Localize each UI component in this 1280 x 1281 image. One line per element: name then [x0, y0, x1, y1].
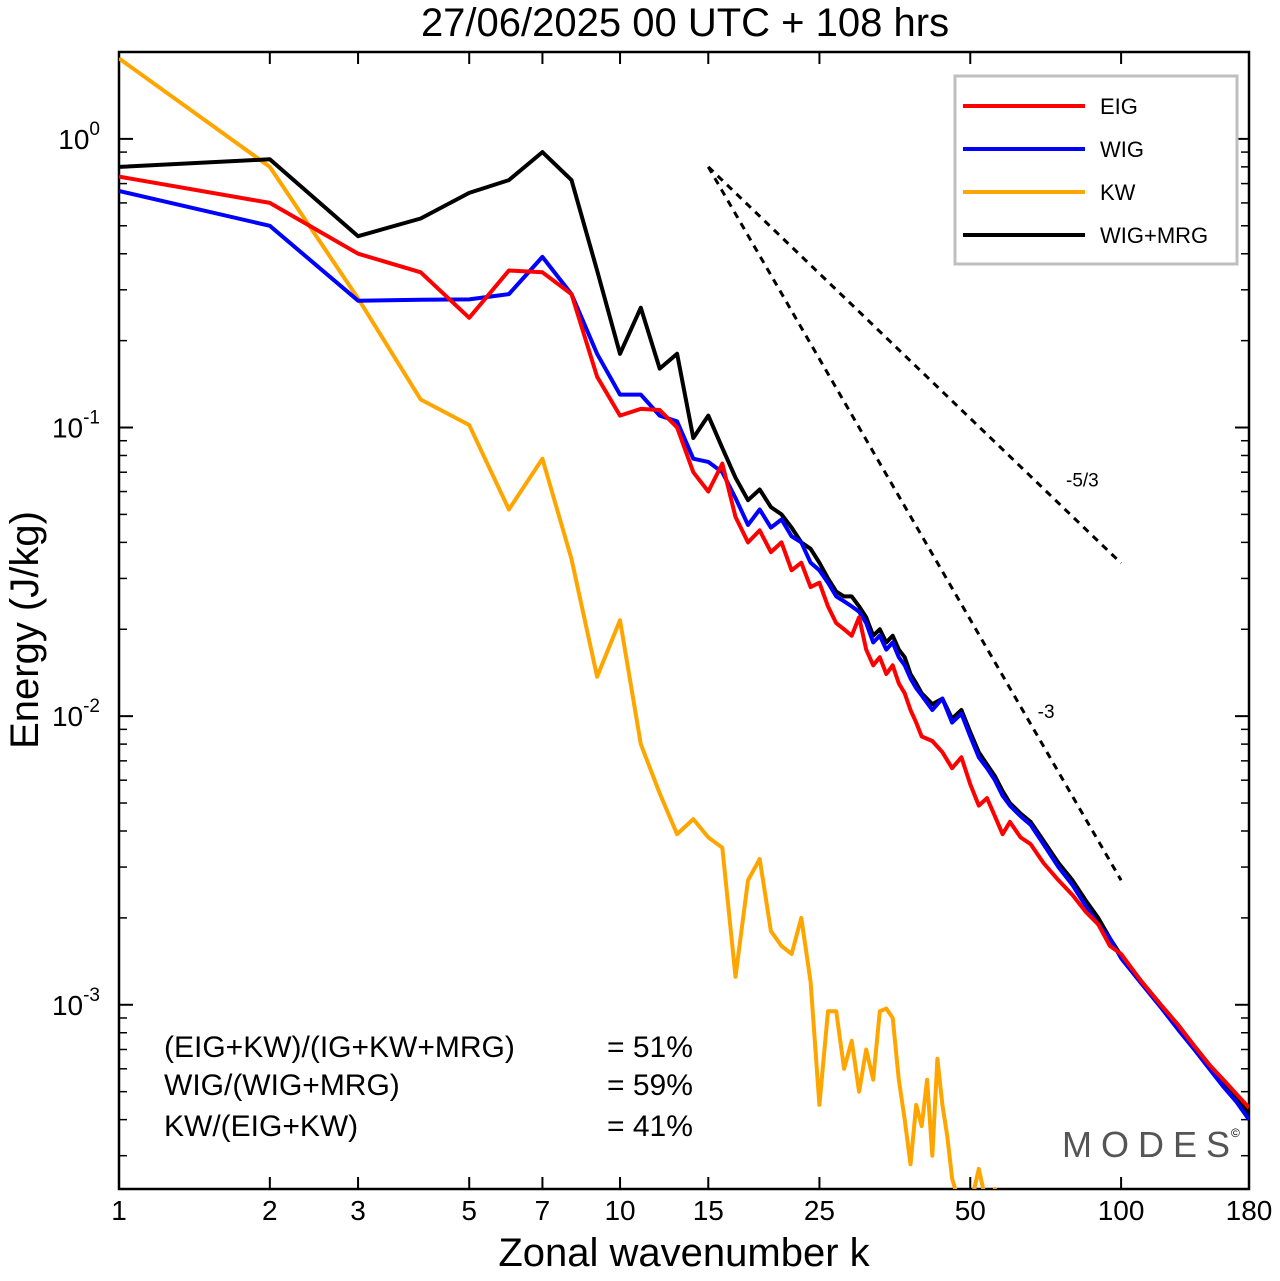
x-tick-label: 5: [461, 1195, 477, 1226]
legend-label: WIG+MRG: [1100, 223, 1208, 248]
brand-text: MODES: [1062, 1124, 1239, 1165]
series-layer: [119, 56, 1249, 1189]
x-tick-label: 50: [955, 1195, 986, 1226]
series-line-kw: [119, 56, 998, 1189]
x-tick-label: 25: [804, 1195, 835, 1226]
ratio-annotations: (EIG+KW)/(IG+KW+MRG) = 51% WIG/(WIG+MRG)…: [164, 1031, 693, 1143]
plot-frame: [117, 50, 1251, 1191]
series-line-eig: [119, 174, 1249, 1110]
x-tick-label: 1: [111, 1195, 127, 1226]
slope-line-0: [707, 165, 1123, 565]
y-axis-ticks: 100 10-1 10-2 10-3: [52, 119, 1249, 1157]
y-tick-label: 100: [58, 119, 100, 155]
brand-copyright-mark: ©: [1231, 1126, 1240, 1140]
ratio-label-wig: WIG/(WIG+MRG): [164, 1069, 400, 1102]
slope-label: -3: [1038, 702, 1055, 723]
ratio-label-kw: KW/(EIG+KW): [164, 1110, 358, 1143]
chart-title: 27/06/2025 00 UTC + 108 hrs: [421, 1, 949, 45]
ratio-label-eig-kw: (EIG+KW)/(IG+KW+MRG): [164, 1031, 515, 1064]
y-tick-label: 10-1: [52, 408, 100, 444]
slope-label: -5/3: [1066, 471, 1099, 492]
plot-axes: [117, 50, 1251, 1191]
x-tick-label: 10: [604, 1195, 635, 1226]
y-tick-label: 10-3: [52, 985, 100, 1021]
x-axis-ticks: 1 2 3 5 7 10 15 25 50 100 180: [111, 52, 1272, 1226]
x-tick-label: 7: [535, 1195, 551, 1226]
ratio-value-wig: = 59%: [607, 1069, 693, 1102]
x-axis-label: Zonal wavenumber k: [498, 1231, 870, 1275]
ratio-value-eig-kw: = 51%: [607, 1031, 693, 1064]
reference-slopes: -5/3 -3: [706, 165, 1123, 882]
legend-label: WIG: [1100, 137, 1144, 162]
x-tick-label: 180: [1226, 1195, 1273, 1226]
y-axis-label: Energy (J/kg): [3, 511, 47, 749]
x-tick-label: 15: [693, 1195, 724, 1226]
x-tick-label: 100: [1098, 1195, 1145, 1226]
x-tick-label: 3: [350, 1195, 366, 1226]
brand-logo: MODES ©: [1062, 1124, 1240, 1165]
series-line-wig: [119, 189, 1249, 1121]
x-tick-label: 2: [262, 1195, 278, 1226]
y-tick-label: 10-2: [52, 696, 100, 732]
chart-legend: EIG WIG KW WIG+MRG: [953, 74, 1239, 266]
ratio-value-kw: = 41%: [607, 1110, 693, 1143]
series-line-wig-mrg: [119, 150, 1249, 1115]
legend-label: EIG: [1100, 94, 1138, 119]
legend-label: KW: [1100, 180, 1136, 205]
